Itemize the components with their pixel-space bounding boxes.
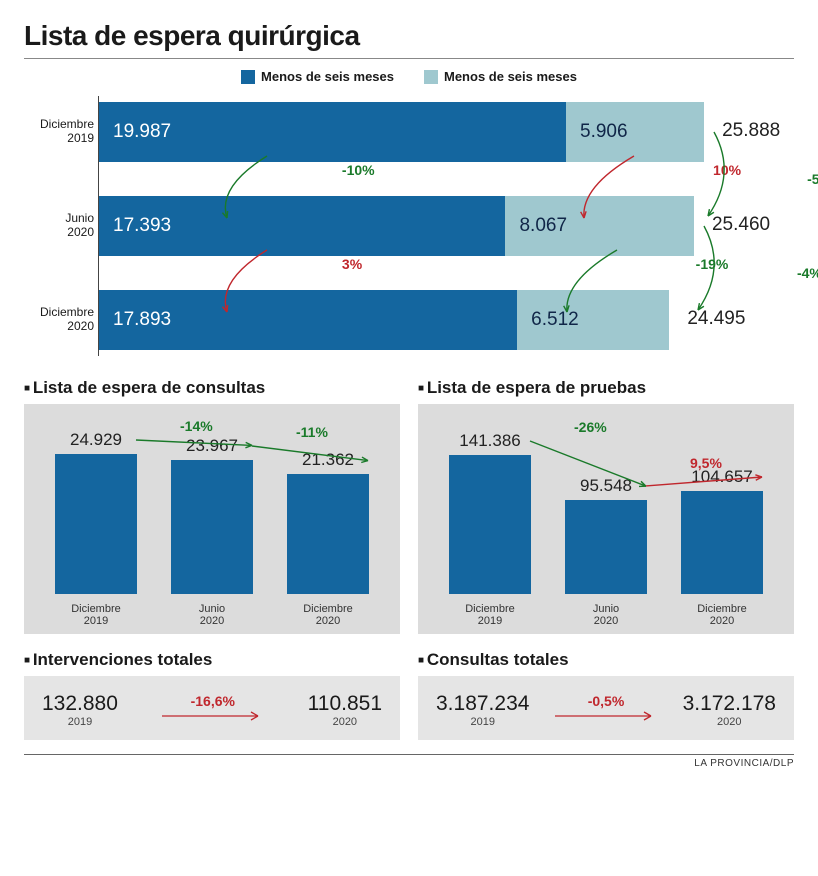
delta-pct-primary: -10% bbox=[342, 162, 375, 178]
hbar-row: Diciembre202017.8936.51224.495 bbox=[99, 284, 704, 356]
vbar-rect bbox=[681, 491, 763, 594]
hbar-row: Diciembre201919.9875.90625.888 bbox=[99, 96, 704, 168]
hbar-total: 25.888 bbox=[722, 120, 780, 142]
stat-delta-pct: -16,6% bbox=[118, 693, 308, 709]
legend-label: Menos de seis meses bbox=[444, 69, 577, 84]
stat-item: 3.187.2342019 bbox=[436, 692, 529, 728]
hbar-row: Junio202017.3938.06725.460 bbox=[99, 190, 704, 262]
vbar-rect bbox=[565, 500, 647, 594]
vbar-rect bbox=[171, 460, 253, 594]
legend-label: Menos de seis meses bbox=[261, 69, 394, 84]
page-title: Lista de espera quirúrgica bbox=[24, 20, 794, 59]
stat-value: 132.880 bbox=[42, 692, 118, 716]
delta-pct-primary: 3% bbox=[342, 256, 362, 272]
stat-year: 2019 bbox=[42, 716, 118, 728]
delta-pct-total: -5% bbox=[807, 171, 818, 187]
stat-item: 3.172.1782020 bbox=[683, 692, 776, 728]
stat-panel: Intervenciones totales 132.8802019-16,6%1… bbox=[24, 650, 400, 740]
arrow-icon bbox=[551, 709, 661, 723]
vbar-value: 141.386 bbox=[441, 431, 539, 451]
stat-value: 3.187.234 bbox=[436, 692, 529, 716]
vbar: 104.657 bbox=[681, 491, 763, 594]
vbar: 95.548 bbox=[565, 500, 647, 594]
hbar-segment-secondary: 6.512 bbox=[517, 290, 669, 350]
legend-swatch bbox=[241, 70, 255, 84]
footer-credit: LA PROVINCIA/DLP bbox=[24, 754, 794, 769]
vbar-value: 95.548 bbox=[557, 476, 655, 496]
delta-pct-secondary: -19% bbox=[696, 256, 729, 272]
sub-chart-title: Lista de espera de pruebas bbox=[418, 378, 794, 398]
vbar-xlabel: Junio2020 bbox=[171, 603, 253, 628]
legend-swatch bbox=[424, 70, 438, 84]
vbar-rect bbox=[287, 474, 369, 594]
stat-panel-title: Consultas totales bbox=[418, 650, 794, 670]
hbar-segment-primary: 17.893 bbox=[99, 290, 517, 350]
stat-year: 2020 bbox=[683, 716, 776, 728]
vbar-xlabel: Diciembre2019 bbox=[55, 603, 137, 628]
stat-box: 132.8802019-16,6%110.8512020 bbox=[24, 676, 400, 740]
stat-year: 2019 bbox=[436, 716, 529, 728]
vbar-value: 104.657 bbox=[673, 467, 771, 487]
vbar-xlabel: Diciembre2019 bbox=[449, 603, 531, 628]
vbar-rect bbox=[55, 454, 137, 594]
vbar-xlabel: Diciembre2020 bbox=[287, 603, 369, 628]
sub-chart-area: 141.386 95.548 104.657 -26% 9,5% Diciembre201… bbox=[418, 404, 794, 634]
vbar-xlabel: Junio2020 bbox=[565, 603, 647, 628]
hbar-segment-primary: 17.393 bbox=[99, 196, 505, 256]
hbar-segment-primary: 19.987 bbox=[99, 102, 566, 162]
stat-box: 3.187.2342019-0,5%3.172.1782020 bbox=[418, 676, 794, 740]
legend: Menos de seis meses Menos de seis meses bbox=[24, 69, 794, 84]
stat-item: 110.8512020 bbox=[308, 692, 382, 728]
vbar: 24.929 bbox=[55, 454, 137, 594]
sub-chart-panel: Lista de espera de consultas 24.929 23.967… bbox=[24, 378, 400, 634]
stat-delta-pct: -0,5% bbox=[529, 693, 682, 709]
stat-delta: -16,6% bbox=[118, 693, 308, 728]
vbar-rect bbox=[449, 455, 531, 594]
stat-value: 110.851 bbox=[308, 692, 382, 716]
vbar: 21.362 bbox=[287, 474, 369, 594]
hbar-total: 24.495 bbox=[687, 308, 745, 330]
sub-chart-panel: Lista de espera de pruebas141.38695.5481… bbox=[418, 378, 794, 634]
hbar-period-label: Diciembre2020 bbox=[24, 306, 94, 334]
vbar: 23.967 bbox=[171, 460, 253, 594]
hbar-total: 25.460 bbox=[712, 214, 770, 236]
sub-chart-delta-pct: -14% bbox=[180, 418, 213, 434]
vbar: 141.386 bbox=[449, 455, 531, 594]
vbar-value: 24.929 bbox=[47, 430, 145, 450]
main-stacked-bar-chart: Diciembre201919.9875.90625.888Junio20201… bbox=[24, 96, 794, 356]
sub-chart-delta-pct: -26% bbox=[574, 419, 607, 435]
hbar-segment-secondary: 5.906 bbox=[566, 102, 704, 162]
legend-item: Menos de seis meses bbox=[241, 69, 394, 84]
delta-pct-total: -4% bbox=[797, 265, 818, 281]
arrow-icon bbox=[158, 709, 268, 723]
vbar-value: 23.967 bbox=[163, 436, 261, 456]
stat-item: 132.8802019 bbox=[42, 692, 118, 728]
hbar-segment-secondary: 8.067 bbox=[505, 196, 694, 256]
sub-chart-area: 24.929 23.967 21.362 -14% -11% Diciembre2019 J… bbox=[24, 404, 400, 634]
sub-chart-title: Lista de espera de consultas bbox=[24, 378, 400, 398]
delta-pct-secondary: 10% bbox=[713, 162, 741, 178]
vbar-value: 21.362 bbox=[279, 450, 377, 470]
stat-panel-title: Intervenciones totales bbox=[24, 650, 400, 670]
vbar-xlabel: Diciembre2020 bbox=[681, 603, 763, 628]
hbar-period-label: Diciembre2019 bbox=[24, 118, 94, 146]
legend-item: Menos de seis meses bbox=[424, 69, 577, 84]
stat-value: 3.172.178 bbox=[683, 692, 776, 716]
sub-chart-delta-pct: -11% bbox=[296, 424, 328, 440]
stat-delta: -0,5% bbox=[529, 693, 682, 728]
sub-chart-delta-pct: 9,5% bbox=[690, 455, 722, 471]
stat-panel: Consultas totales 3.187.2342019-0,5%3.172… bbox=[418, 650, 794, 740]
hbar-period-label: Junio2020 bbox=[24, 212, 94, 240]
stat-year: 2020 bbox=[308, 716, 382, 728]
